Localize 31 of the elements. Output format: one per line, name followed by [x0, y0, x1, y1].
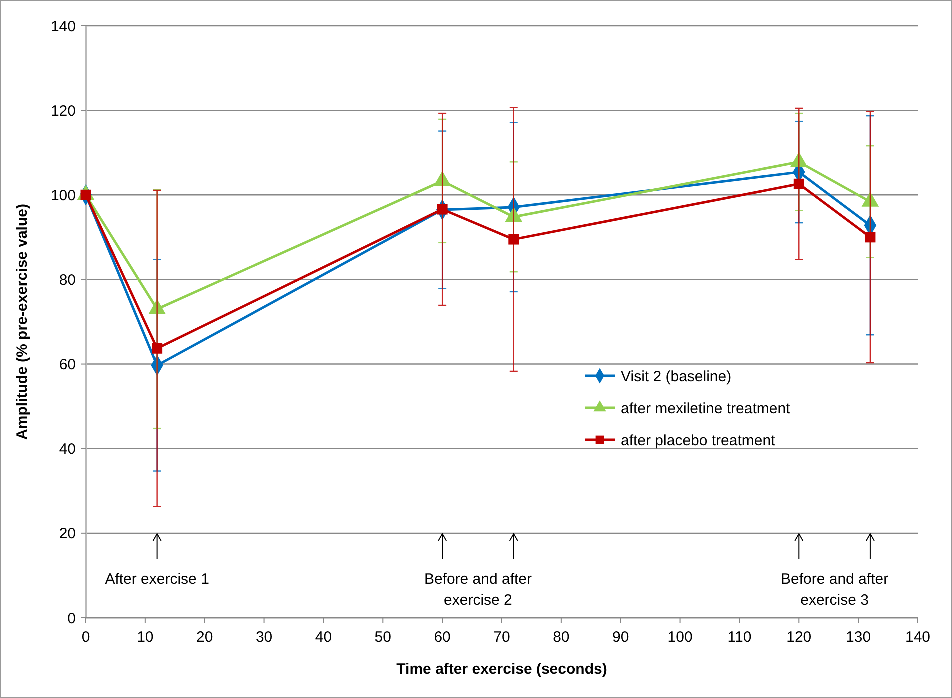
x-tick-label: 140: [905, 629, 931, 646]
x-axis-title: Time after exercise (seconds): [396, 661, 608, 678]
annotation: After exercise 1: [105, 571, 210, 588]
y-tick-label: 120: [50, 102, 76, 120]
y-tick-label: 40: [59, 441, 76, 458]
y-tick-label: 60: [59, 356, 76, 374]
legend-label: Visit 2 (baseline): [621, 368, 732, 386]
x-tick-label: 10: [137, 629, 154, 646]
x-tick-label: 80: [553, 629, 570, 646]
x-tick-label: 0: [82, 629, 90, 646]
y-axis-title: Amplitude (% pre-exercise value): [14, 204, 31, 440]
x-tick-label: 90: [612, 629, 630, 646]
x-tick-label: 100: [668, 629, 693, 646]
legend-label: after mexiletine treatment: [621, 400, 792, 418]
x-tick-label: 40: [315, 629, 332, 646]
y-tick-label: 140: [50, 18, 76, 36]
legend-label: after placebo treatment: [621, 432, 776, 450]
x-tick-label: 110: [728, 629, 752, 646]
annotation: Before and after exercise 3: [781, 571, 889, 609]
x-tick-label: 120: [786, 629, 812, 646]
x-tick-label: 70: [494, 629, 510, 646]
y-tick-label: 100: [50, 187, 76, 204]
x-tick-label: 30: [256, 629, 273, 646]
y-tick-label: 20: [59, 526, 76, 543]
annotation: Before and after exercise 2: [424, 571, 532, 609]
x-tick-label: 20: [196, 629, 214, 646]
y-tick-label: 80: [59, 272, 76, 289]
y-tick-label: 0: [68, 610, 76, 628]
x-tick-label: 50: [374, 629, 392, 646]
x-tick-label: 60: [434, 629, 451, 646]
x-tick-label: 130: [846, 629, 872, 646]
